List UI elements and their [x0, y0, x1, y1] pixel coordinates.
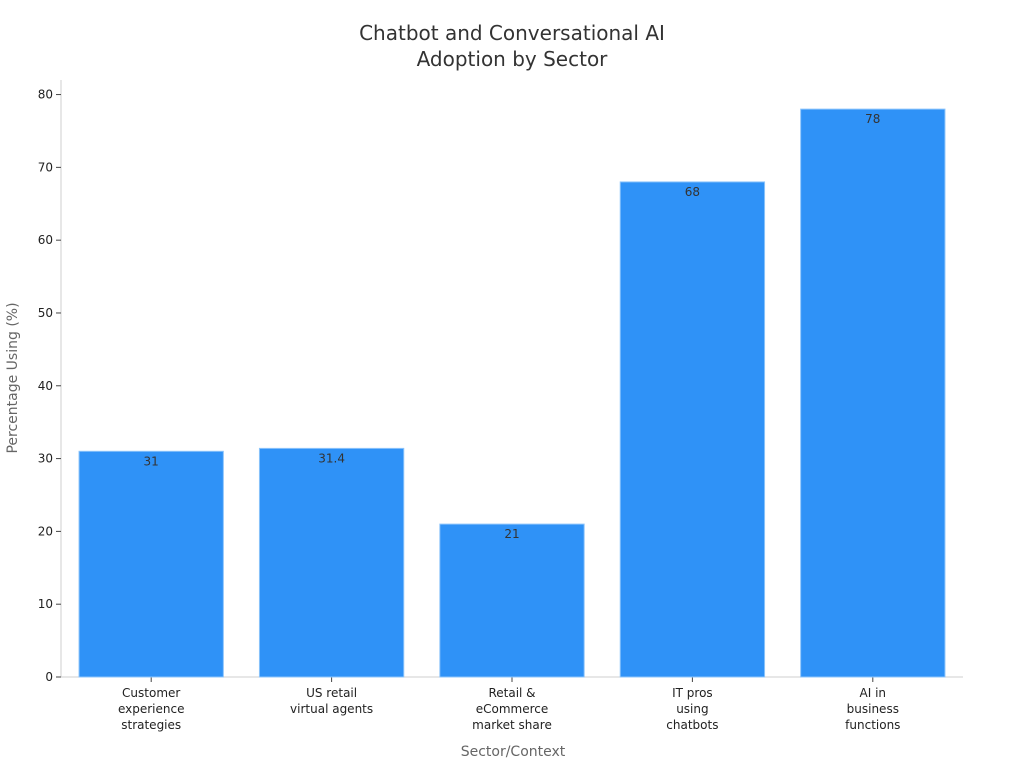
y-axis-title: Percentage Using (%): [5, 302, 21, 453]
y-tick-label: 60: [38, 233, 53, 247]
bar: [258, 447, 405, 678]
bar: [439, 523, 585, 678]
y-tick-label: 20: [38, 524, 53, 538]
y-tick-label: 0: [45, 670, 53, 684]
bar-value-label: 78: [865, 112, 880, 126]
y-tick-label: 40: [38, 379, 53, 393]
bar-value-label: 21: [504, 527, 519, 541]
bar-value-label: 31.4: [318, 451, 345, 465]
bar: [78, 450, 224, 678]
y-tick-label: 80: [38, 88, 53, 102]
x-axis-title: Sector/Context: [461, 744, 566, 760]
y-tick-label: 70: [38, 160, 53, 174]
y-tick-label: 30: [38, 452, 53, 466]
x-tick-label: IT pros using chatbots: [666, 686, 718, 732]
y-axis: 0 10 20 30 40 50 60 70 80: [38, 80, 62, 684]
x-tick-label: US retail virtual agents: [290, 686, 373, 716]
y-tick-label: 50: [38, 306, 53, 320]
bar: [619, 181, 766, 678]
x-tick-label: AI in business functions: [845, 686, 900, 732]
chart-title-line: Adoption by Sector: [417, 47, 609, 71]
bar-value-label: 68: [685, 185, 700, 199]
y-tick-label: 10: [38, 597, 53, 611]
bar: [800, 108, 946, 678]
data-labels: 31 31.4 21 68 78: [144, 112, 881, 541]
x-axis: Customer experience strategies US retail vir…: [61, 676, 963, 732]
x-tick-label: Customer experience strategies: [118, 686, 185, 732]
x-tick-label: Retail & eCommerce market share: [472, 686, 552, 732]
bars: [78, 108, 946, 678]
bar-value-label: 31: [144, 454, 159, 468]
chart-title-line: Chatbot and Conversational AI: [359, 21, 665, 45]
